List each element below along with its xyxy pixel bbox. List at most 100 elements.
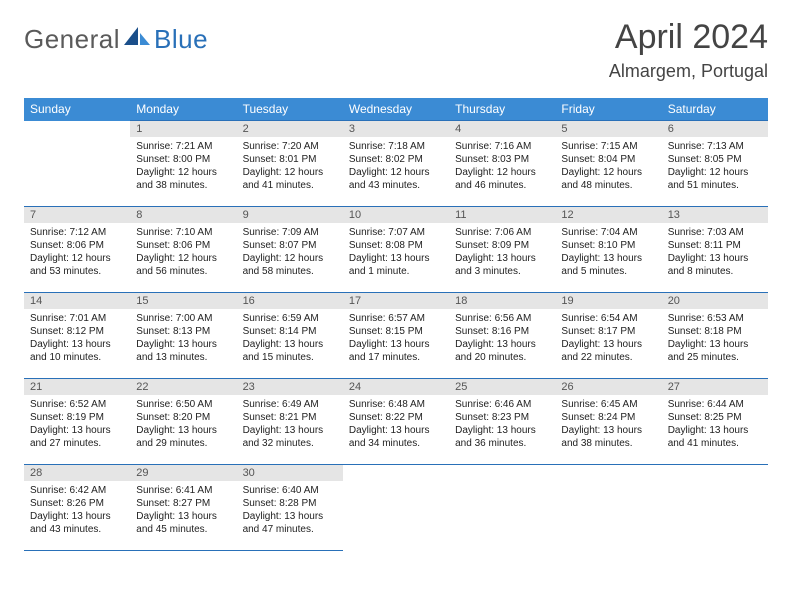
day-details: Sunrise: 7:20 AMSunset: 8:01 PMDaylight:… [237, 137, 343, 196]
calendar-cell: 21Sunrise: 6:52 AMSunset: 8:19 PMDayligh… [24, 379, 130, 465]
calendar-cell: 9Sunrise: 7:09 AMSunset: 8:07 PMDaylight… [237, 207, 343, 293]
day-details: Sunrise: 7:13 AMSunset: 8:05 PMDaylight:… [662, 137, 768, 196]
calendar-cell: 13Sunrise: 7:03 AMSunset: 8:11 PMDayligh… [662, 207, 768, 293]
calendar-cell: 24Sunrise: 6:48 AMSunset: 8:22 PMDayligh… [343, 379, 449, 465]
day-number: 2 [237, 121, 343, 137]
calendar-cell-empty [343, 465, 449, 551]
day-number: 25 [449, 379, 555, 395]
calendar-cell: 22Sunrise: 6:50 AMSunset: 8:20 PMDayligh… [130, 379, 236, 465]
header: General Blue April 2024 Almargem, Portug… [24, 18, 768, 82]
location-label: Almargem, Portugal [609, 61, 768, 82]
weekday-header: Wednesday [343, 98, 449, 121]
day-details: Sunrise: 6:42 AMSunset: 8:26 PMDaylight:… [24, 481, 130, 540]
calendar-row: 1Sunrise: 7:21 AMSunset: 8:00 PMDaylight… [24, 121, 768, 207]
day-details: Sunrise: 6:52 AMSunset: 8:19 PMDaylight:… [24, 395, 130, 454]
day-number: 15 [130, 293, 236, 309]
day-number: 26 [555, 379, 661, 395]
title-block: April 2024 Almargem, Portugal [609, 18, 768, 82]
page-title: April 2024 [609, 18, 768, 57]
day-details: Sunrise: 6:45 AMSunset: 8:24 PMDaylight:… [555, 395, 661, 454]
weekday-header: Sunday [24, 98, 130, 121]
calendar-cell: 14Sunrise: 7:01 AMSunset: 8:12 PMDayligh… [24, 293, 130, 379]
calendar-cell: 28Sunrise: 6:42 AMSunset: 8:26 PMDayligh… [24, 465, 130, 551]
day-details: Sunrise: 7:03 AMSunset: 8:11 PMDaylight:… [662, 223, 768, 282]
day-details: Sunrise: 7:07 AMSunset: 8:08 PMDaylight:… [343, 223, 449, 282]
day-number: 14 [24, 293, 130, 309]
day-details: Sunrise: 7:00 AMSunset: 8:13 PMDaylight:… [130, 309, 236, 368]
weekday-header: Monday [130, 98, 236, 121]
calendar-cell: 19Sunrise: 6:54 AMSunset: 8:17 PMDayligh… [555, 293, 661, 379]
day-details: Sunrise: 6:57 AMSunset: 8:15 PMDaylight:… [343, 309, 449, 368]
day-details: Sunrise: 7:21 AMSunset: 8:00 PMDaylight:… [130, 137, 236, 196]
day-number: 27 [662, 379, 768, 395]
day-details: Sunrise: 6:56 AMSunset: 8:16 PMDaylight:… [449, 309, 555, 368]
weekday-header: Saturday [662, 98, 768, 121]
day-number: 18 [449, 293, 555, 309]
weekday-header-row: Sunday Monday Tuesday Wednesday Thursday… [24, 98, 768, 121]
logo: General Blue [24, 24, 208, 55]
day-number: 16 [237, 293, 343, 309]
day-details: Sunrise: 7:01 AMSunset: 8:12 PMDaylight:… [24, 309, 130, 368]
day-number: 5 [555, 121, 661, 137]
logo-sail-icon [124, 27, 150, 47]
day-details: Sunrise: 6:48 AMSunset: 8:22 PMDaylight:… [343, 395, 449, 454]
day-number: 17 [343, 293, 449, 309]
day-number: 4 [449, 121, 555, 137]
calendar-cell: 10Sunrise: 7:07 AMSunset: 8:08 PMDayligh… [343, 207, 449, 293]
day-details: Sunrise: 7:10 AMSunset: 8:06 PMDaylight:… [130, 223, 236, 282]
calendar-cell-empty [24, 121, 130, 207]
calendar-cell: 20Sunrise: 6:53 AMSunset: 8:18 PMDayligh… [662, 293, 768, 379]
calendar-cell: 25Sunrise: 6:46 AMSunset: 8:23 PMDayligh… [449, 379, 555, 465]
weekday-header: Thursday [449, 98, 555, 121]
day-number: 24 [343, 379, 449, 395]
calendar-cell: 17Sunrise: 6:57 AMSunset: 8:15 PMDayligh… [343, 293, 449, 379]
calendar-cell: 11Sunrise: 7:06 AMSunset: 8:09 PMDayligh… [449, 207, 555, 293]
day-number: 3 [343, 121, 449, 137]
calendar-cell: 2Sunrise: 7:20 AMSunset: 8:01 PMDaylight… [237, 121, 343, 207]
calendar-cell: 26Sunrise: 6:45 AMSunset: 8:24 PMDayligh… [555, 379, 661, 465]
day-number: 8 [130, 207, 236, 223]
calendar-cell: 7Sunrise: 7:12 AMSunset: 8:06 PMDaylight… [24, 207, 130, 293]
day-details: Sunrise: 6:50 AMSunset: 8:20 PMDaylight:… [130, 395, 236, 454]
calendar-row: 21Sunrise: 6:52 AMSunset: 8:19 PMDayligh… [24, 379, 768, 465]
day-number: 10 [343, 207, 449, 223]
day-details: Sunrise: 7:15 AMSunset: 8:04 PMDaylight:… [555, 137, 661, 196]
calendar-table: Sunday Monday Tuesday Wednesday Thursday… [24, 98, 768, 551]
day-number: 12 [555, 207, 661, 223]
logo-text-blue: Blue [154, 24, 208, 55]
weekday-header: Tuesday [237, 98, 343, 121]
calendar-row: 14Sunrise: 7:01 AMSunset: 8:12 PMDayligh… [24, 293, 768, 379]
day-details: Sunrise: 6:54 AMSunset: 8:17 PMDaylight:… [555, 309, 661, 368]
day-number: 6 [662, 121, 768, 137]
calendar-cell: 4Sunrise: 7:16 AMSunset: 8:03 PMDaylight… [449, 121, 555, 207]
day-number: 22 [130, 379, 236, 395]
calendar-cell: 16Sunrise: 6:59 AMSunset: 8:14 PMDayligh… [237, 293, 343, 379]
calendar-cell: 12Sunrise: 7:04 AMSunset: 8:10 PMDayligh… [555, 207, 661, 293]
day-number: 7 [24, 207, 130, 223]
day-number: 30 [237, 465, 343, 481]
day-number: 20 [662, 293, 768, 309]
day-number: 9 [237, 207, 343, 223]
calendar-row: 7Sunrise: 7:12 AMSunset: 8:06 PMDaylight… [24, 207, 768, 293]
day-details: Sunrise: 7:04 AMSunset: 8:10 PMDaylight:… [555, 223, 661, 282]
day-details: Sunrise: 6:53 AMSunset: 8:18 PMDaylight:… [662, 309, 768, 368]
day-details: Sunrise: 6:46 AMSunset: 8:23 PMDaylight:… [449, 395, 555, 454]
calendar-cell: 1Sunrise: 7:21 AMSunset: 8:00 PMDaylight… [130, 121, 236, 207]
calendar-cell-empty [555, 465, 661, 551]
calendar-cell: 5Sunrise: 7:15 AMSunset: 8:04 PMDaylight… [555, 121, 661, 207]
calendar-cell: 18Sunrise: 6:56 AMSunset: 8:16 PMDayligh… [449, 293, 555, 379]
calendar-cell: 6Sunrise: 7:13 AMSunset: 8:05 PMDaylight… [662, 121, 768, 207]
day-number: 21 [24, 379, 130, 395]
day-details: Sunrise: 6:44 AMSunset: 8:25 PMDaylight:… [662, 395, 768, 454]
day-number: 11 [449, 207, 555, 223]
day-number: 23 [237, 379, 343, 395]
calendar-body: 1Sunrise: 7:21 AMSunset: 8:00 PMDaylight… [24, 121, 768, 551]
day-number: 1 [130, 121, 236, 137]
weekday-header: Friday [555, 98, 661, 121]
day-details: Sunrise: 6:41 AMSunset: 8:27 PMDaylight:… [130, 481, 236, 540]
day-number: 28 [24, 465, 130, 481]
day-details: Sunrise: 7:18 AMSunset: 8:02 PMDaylight:… [343, 137, 449, 196]
day-details: Sunrise: 6:59 AMSunset: 8:14 PMDaylight:… [237, 309, 343, 368]
calendar-cell: 30Sunrise: 6:40 AMSunset: 8:28 PMDayligh… [237, 465, 343, 551]
day-number: 13 [662, 207, 768, 223]
